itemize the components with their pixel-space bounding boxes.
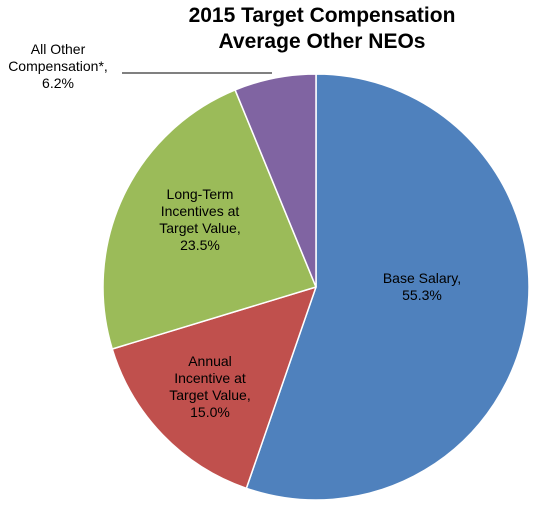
slice-label-line: Long-Term xyxy=(167,186,234,202)
pie-slice-long-term-incentives xyxy=(102,89,317,350)
slice-label-line: Annual xyxy=(188,353,232,369)
slice-labels: Base Salary, 55.3%Annual Incentive at Targe… xyxy=(8,41,461,420)
slice-label-line: 6.2% xyxy=(42,75,74,91)
slice-label-line: 23.5% xyxy=(180,237,220,253)
slice-label-line: Compensation*, xyxy=(8,58,108,74)
slice-label-line: Incentive at xyxy=(174,370,246,386)
slice-label-annual-incentive: Annual Incentive at Target Value, 15.0% xyxy=(169,353,250,420)
slice-label-line: Target Value, xyxy=(169,387,250,403)
pie-slices xyxy=(102,73,530,501)
slice-label-base-salary: Base Salary, 55.3% xyxy=(383,270,461,303)
slice-label-line: All Other xyxy=(31,41,86,57)
slice-label-line: Incentives at xyxy=(161,203,240,219)
chart-title-line-1: 2015 Target Compensation xyxy=(189,4,456,27)
slice-label-line: Base Salary, xyxy=(383,270,461,286)
slice-label-line: 55.3% xyxy=(402,287,442,303)
chart-title-line-2: Average Other NEOs xyxy=(219,30,426,53)
slice-label-all-other-compensation: All Other Compensation*, 6.2% xyxy=(8,41,108,91)
slice-label-line: Target Value, xyxy=(159,220,240,236)
pie-slice-all-other-compensation xyxy=(234,73,317,288)
slice-label-line: 15.0% xyxy=(190,404,230,420)
slice-label-long-term-incentives: Long-Term Incentives at Target Value, 23.5% xyxy=(159,186,240,253)
pie-slice-annual-incentive xyxy=(111,286,317,490)
pie-slice-base-salary xyxy=(245,73,530,501)
